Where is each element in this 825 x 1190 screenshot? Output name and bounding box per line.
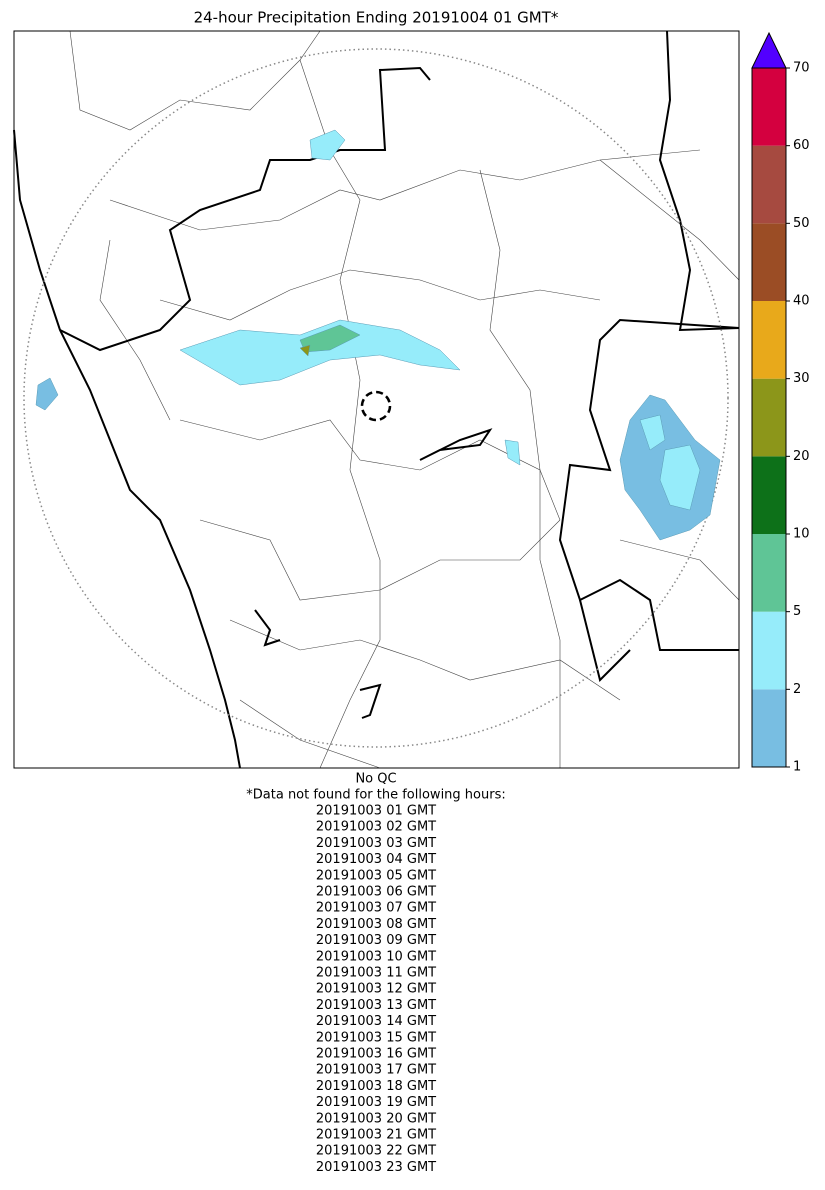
missing-hour: 20191003 14 GMT	[316, 1014, 436, 1029]
colorbar-segment	[752, 456, 786, 534]
map	[13, 30, 740, 769]
missing-hour: 20191003 19 GMT	[316, 1095, 436, 1110]
colorbar-tick-label: 50	[793, 216, 810, 231]
colorbar-frame	[751, 67, 787, 768]
colorbar-extend	[751, 31, 787, 69]
missing-hour: 20191003 04 GMT	[316, 852, 436, 867]
missing-hour: 20191003 17 GMT	[316, 1063, 436, 1078]
colorbar-tick-label: 20	[793, 449, 810, 464]
precipitation-areas	[35, 129, 721, 541]
colorbar-segment	[752, 611, 786, 690]
colorbar-tick-label: 30	[793, 371, 810, 386]
qc-note: No QC	[355, 772, 396, 787]
colorbar-segment	[752, 223, 786, 301]
missing-hour: 20191003 15 GMT	[316, 1030, 436, 1045]
missing-hour: 20191003 12 GMT	[316, 982, 436, 997]
missing-hour: 20191003 06 GMT	[316, 885, 436, 900]
colorbar-tick-label: 70	[793, 61, 810, 76]
map-title: 24-hour Precipitation Ending 20191004 01…	[194, 9, 559, 27]
radar-site	[360, 390, 392, 422]
colorbar-tick-label: 40	[793, 294, 810, 309]
colorbar-tick-label: 2	[793, 682, 801, 697]
missing-hour: 20191003 13 GMT	[316, 998, 436, 1013]
colorbar-tick-label: 10	[793, 527, 810, 542]
colorbar-segment	[752, 68, 786, 146]
missing-note: *Data not found for the following hours:	[246, 788, 505, 803]
missing-hour: 20191003 07 GMT	[316, 901, 436, 916]
missing-hour: 20191003 05 GMT	[316, 868, 436, 883]
district-boundaries	[69, 30, 740, 769]
state-boundaries	[13, 30, 740, 769]
colorbar-segment	[752, 534, 786, 612]
missing-hour: 20191003 18 GMT	[316, 1079, 436, 1094]
missing-hour: 20191003 01 GMT	[316, 804, 436, 819]
colorbar-segment	[752, 145, 786, 224]
missing-hour: 20191003 03 GMT	[316, 836, 436, 851]
missing-hour: 20191003 09 GMT	[316, 933, 436, 948]
missing-hour: 20191003 02 GMT	[316, 820, 436, 835]
missing-hour: 20191003 10 GMT	[316, 949, 436, 964]
colorbar-segment	[752, 689, 786, 767]
colorbar-segment	[752, 301, 786, 379]
missing-hour: 20191003 08 GMT	[316, 917, 436, 932]
missing-hour: 20191003 22 GMT	[316, 1144, 436, 1159]
map-background	[14, 31, 739, 768]
colorbar-tick-label: 5	[793, 604, 801, 619]
map-frame	[13, 30, 740, 769]
colorbar-tick-label: 60	[793, 138, 810, 153]
missing-hour: 20191003 11 GMT	[316, 966, 436, 981]
colorbar: 1 2 5 10 20 30 40 50 60 70	[751, 31, 810, 775]
missing-hour: 20191003 16 GMT	[316, 1047, 436, 1062]
radar-range	[23, 48, 729, 748]
footer: No QC *Data not found for the following …	[246, 772, 505, 1175]
missing-hour: 20191003 23 GMT	[316, 1160, 436, 1175]
missing-hour: 20191003 20 GMT	[316, 1111, 436, 1126]
colorbar-tick-label: 1	[793, 760, 801, 775]
missing-hour: 20191003 21 GMT	[316, 1128, 436, 1143]
colorbar-segment	[752, 378, 786, 457]
